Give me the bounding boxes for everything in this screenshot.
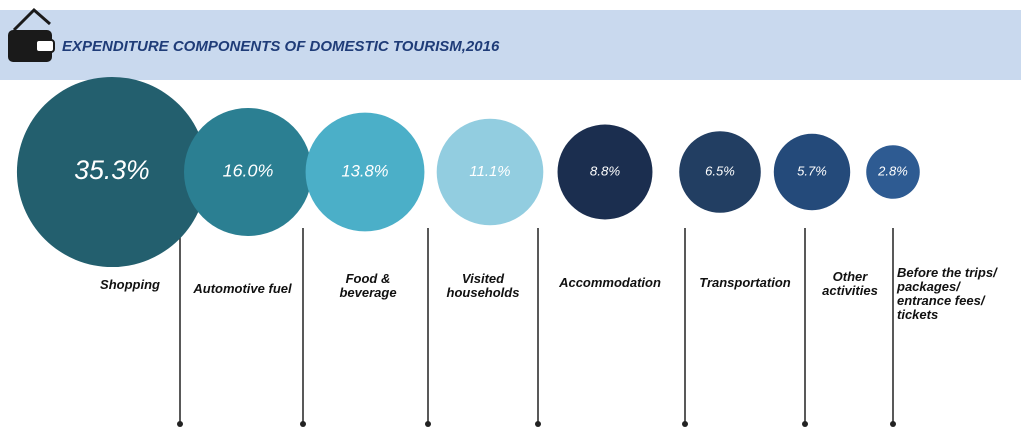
- bubble: [436, 118, 544, 226]
- chart-title: EXPENDITURE COMPONENTS OF DOMESTIC TOURI…: [62, 38, 500, 55]
- category-label: Before the trips/ packages/ entrance fee…: [897, 265, 997, 322]
- bubble: [557, 124, 653, 220]
- bubble-label: 11.1%: [469, 163, 510, 180]
- bubble: [773, 133, 851, 211]
- divider-dot: [682, 421, 688, 427]
- divider-dot: [300, 421, 306, 427]
- bubble-label: 16.0%: [223, 161, 274, 181]
- divider-dot: [890, 421, 896, 427]
- bubble-label: 13.8%: [341, 161, 388, 180]
- wallet-icon: [8, 7, 55, 62]
- bubble: [16, 76, 208, 268]
- divider-dot: [535, 421, 541, 427]
- category-label: Visited households: [446, 271, 520, 300]
- bubble-label: 5.7%: [797, 163, 827, 178]
- bubble: [679, 131, 761, 213]
- category-label: Accommodation: [559, 275, 661, 290]
- category-label: Transportation: [699, 275, 791, 290]
- divider-dot: [425, 421, 431, 427]
- divider-dot: [802, 421, 808, 427]
- bubble-label: 6.5%: [705, 163, 735, 178]
- bubble: [866, 145, 920, 199]
- category-label: Shopping: [100, 277, 160, 292]
- bubble-label: 35.3%: [74, 155, 149, 185]
- bubble: [305, 112, 425, 232]
- bubble-label: 8.8%: [590, 164, 620, 179]
- category-label: Food & beverage: [339, 271, 397, 300]
- bubble-label: 2.8%: [877, 163, 908, 178]
- category-label: Automotive fuel: [193, 281, 292, 296]
- header-band: [0, 10, 1021, 80]
- bubble: [184, 108, 312, 236]
- divider-dot: [177, 421, 183, 427]
- category-label: Other activities: [822, 269, 878, 298]
